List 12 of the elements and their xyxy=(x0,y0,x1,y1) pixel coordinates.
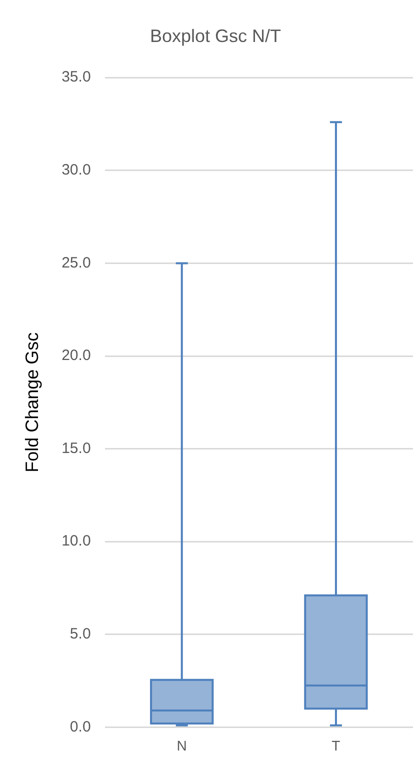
y-tick-label: 15.0 xyxy=(62,440,91,457)
y-tick-label: 10.0 xyxy=(62,532,91,550)
y-tick-label: 5.0 xyxy=(70,626,91,643)
y-tick-label: 30.0 xyxy=(62,162,91,179)
y-tick-label: 20.0 xyxy=(62,347,91,364)
y-tick-label: 35.0 xyxy=(62,68,91,86)
y-axis-title: Fold Change Gsc xyxy=(22,332,42,472)
y-tick-label: 0.0 xyxy=(70,718,91,736)
x-tick-label: T xyxy=(332,737,341,754)
x-tick-label: N xyxy=(176,737,187,754)
chart-title: Boxplot Gsc N/T xyxy=(150,26,282,46)
y-tick-label: 25.0 xyxy=(62,254,91,272)
